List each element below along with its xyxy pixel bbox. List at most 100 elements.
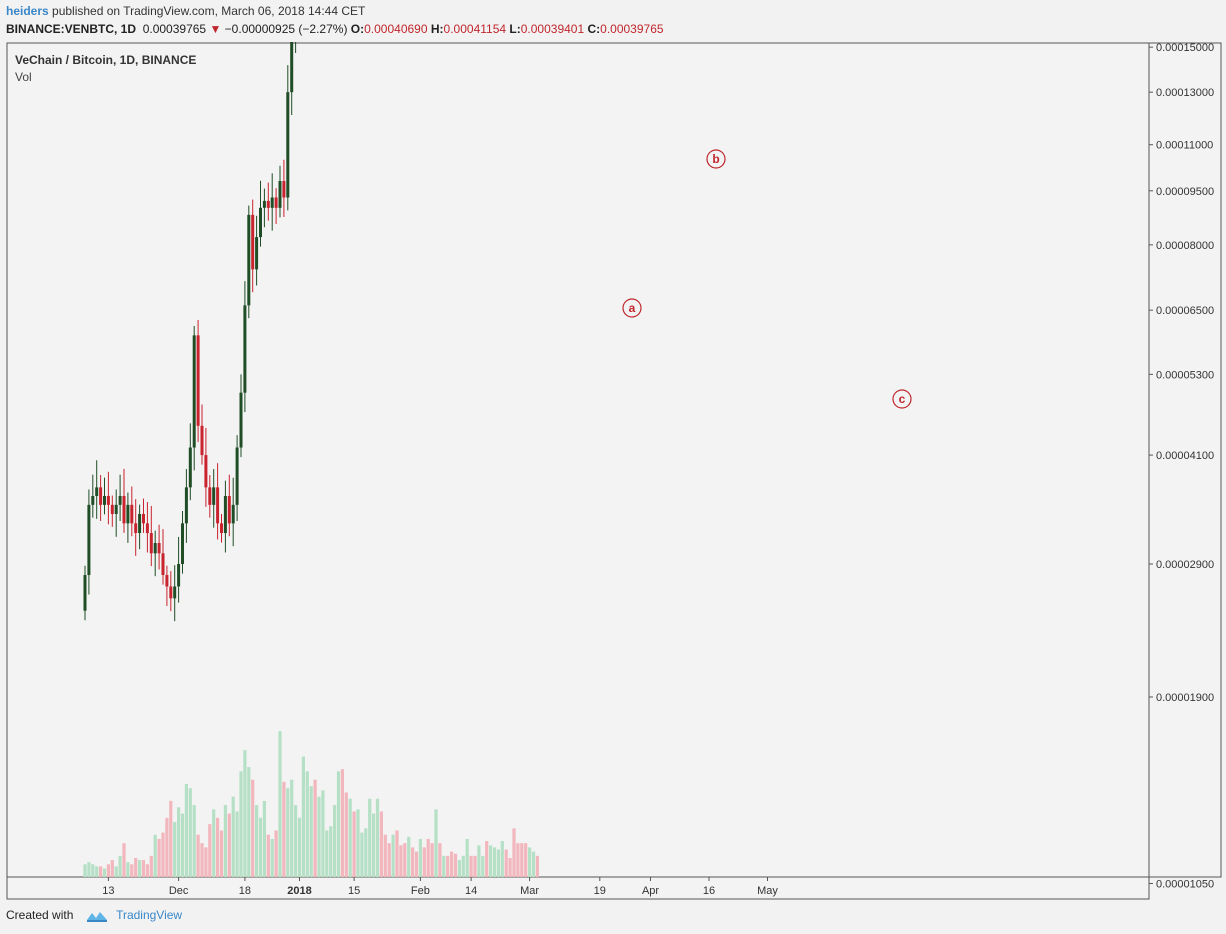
candle[interactable] (114, 489, 118, 537)
time-axis[interactable] (6, 876, 1150, 900)
volume-bar (379, 811, 383, 877)
plot-area[interactable] (6, 42, 1150, 878)
candle[interactable] (165, 565, 169, 606)
candle[interactable] (227, 474, 231, 537)
candle[interactable] (223, 480, 227, 553)
volume-bar (465, 838, 469, 877)
candle-body (110, 504, 114, 514)
candle-body (138, 513, 142, 534)
volume-bar (348, 798, 352, 877)
y-tick-label: 0.00001050 (1156, 879, 1214, 891)
candle[interactable] (192, 326, 196, 471)
candle[interactable] (270, 173, 274, 231)
candle[interactable] (286, 65, 290, 211)
x-tick-label: Apr (642, 885, 659, 897)
candle-body (142, 513, 145, 524)
volume-bar (145, 864, 149, 877)
candle[interactable] (188, 423, 192, 501)
candle[interactable] (212, 469, 216, 528)
candle[interactable] (138, 504, 142, 550)
candle[interactable] (110, 495, 114, 527)
candle[interactable] (259, 180, 262, 247)
x-tick-label: 2018 (287, 885, 311, 897)
price-chart[interactable]: a b c VeChain / Bitcoin, 1D, BINANCE Vol 0.0… (6, 42, 1222, 900)
candle[interactable] (130, 486, 134, 537)
candle[interactable] (255, 215, 259, 286)
open-label: O: (350, 22, 365, 36)
candle[interactable] (103, 477, 106, 515)
x-tick-label: 14 (465, 885, 477, 897)
candle[interactable] (91, 474, 95, 518)
author-link[interactable]: heiders (6, 4, 49, 18)
candle-body (286, 92, 290, 198)
candle[interactable] (204, 427, 208, 507)
candle[interactable] (274, 188, 278, 224)
candle[interactable] (216, 463, 220, 540)
candle[interactable] (196, 319, 200, 442)
candle[interactable] (239, 374, 243, 458)
volume-bar (469, 855, 473, 877)
candle[interactable] (278, 165, 282, 218)
volume-bar (528, 847, 532, 877)
candle[interactable] (83, 565, 87, 621)
candle[interactable] (145, 502, 149, 553)
candle-body (161, 553, 165, 576)
volume-bar (356, 809, 360, 877)
candle[interactable] (87, 489, 91, 595)
x-tick-label: 19 (594, 885, 606, 897)
candle[interactable] (266, 182, 270, 221)
candle-body (188, 447, 192, 488)
candle[interactable] (200, 404, 204, 465)
candle[interactable] (184, 469, 188, 543)
volume-bar (391, 834, 395, 877)
candle[interactable] (294, 42, 297, 53)
candle[interactable] (177, 536, 181, 603)
candle[interactable] (173, 565, 177, 622)
volume-bar (387, 843, 391, 877)
x-tick-label: 15 (348, 885, 360, 897)
volume-bar (403, 843, 407, 877)
candle[interactable] (134, 499, 138, 556)
candle[interactable] (181, 511, 184, 574)
volume-bar (270, 838, 274, 877)
candle[interactable] (106, 471, 110, 525)
candle[interactable] (153, 530, 157, 577)
candle-body (223, 495, 227, 534)
candle[interactable] (247, 205, 251, 319)
volume-bar (336, 771, 341, 877)
low-label: L: (509, 22, 521, 36)
candle[interactable] (142, 498, 145, 533)
candle[interactable] (157, 524, 161, 570)
candle[interactable] (243, 281, 247, 413)
volume-bar (247, 767, 251, 877)
price-axis[interactable] (1148, 42, 1222, 878)
candle[interactable] (208, 475, 212, 518)
candle[interactable] (235, 435, 239, 521)
symbol-info-line: BINANCE:VENBTC, 1D 0.00039765 ▼ −0.00000… (6, 22, 664, 36)
volume-bar (321, 790, 325, 877)
candle[interactable] (169, 571, 173, 612)
candle[interactable] (251, 199, 255, 293)
volume-bar (134, 857, 138, 877)
candle[interactable] (231, 477, 235, 547)
candle-body (208, 487, 212, 505)
candle-body (259, 207, 262, 238)
candle[interactable] (126, 492, 130, 543)
candle[interactable] (282, 159, 286, 217)
candle-body (134, 523, 138, 534)
candle[interactable] (122, 468, 126, 533)
candle[interactable] (290, 42, 294, 115)
volume-bar (141, 860, 146, 877)
tradingview-link[interactable]: TradingView (116, 908, 183, 922)
candle-body (87, 504, 91, 576)
y-tick-label: 0.00005300 (1156, 369, 1214, 381)
candle[interactable] (161, 529, 165, 585)
candle[interactable] (220, 514, 223, 543)
candle[interactable] (99, 475, 103, 521)
candle[interactable] (262, 188, 266, 228)
candle[interactable] (95, 460, 99, 519)
candle[interactable] (149, 505, 153, 567)
candle[interactable] (118, 474, 122, 521)
volume-bar (395, 830, 399, 877)
candle-body (106, 495, 110, 505)
